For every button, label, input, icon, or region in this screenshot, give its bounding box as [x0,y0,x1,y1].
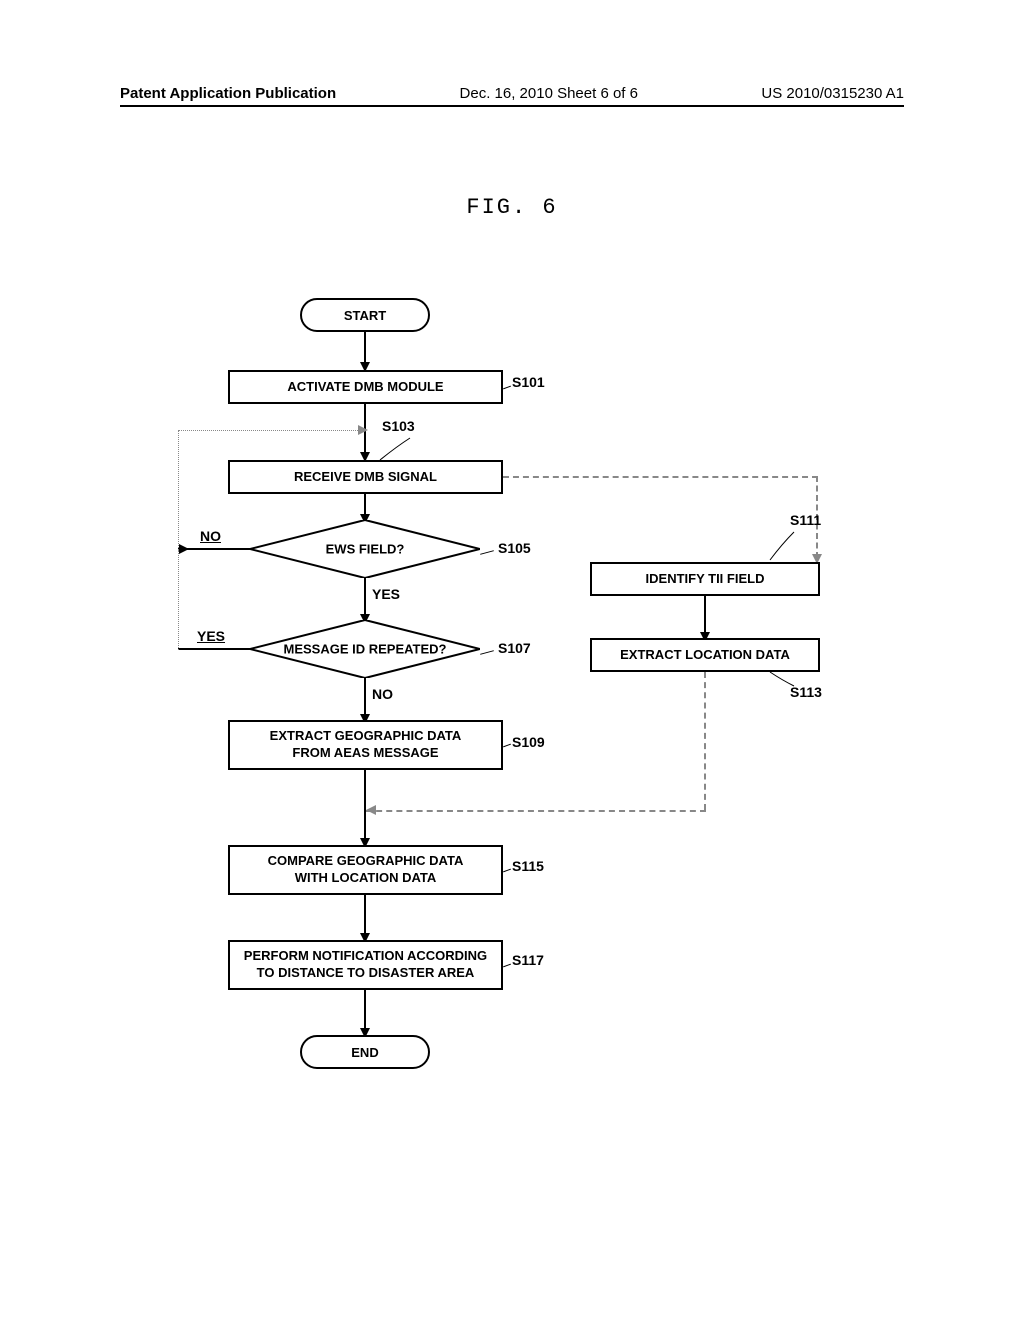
leader-line [480,650,494,655]
ref-s103: S103 [382,418,415,434]
edge [364,578,366,616]
edge [364,990,366,1030]
edge [364,494,366,516]
node-s107: MESSAGE ID REPEATED? [250,620,480,678]
node-s105-label: EWS FIELD? [326,542,405,557]
ref-s107: S107 [498,640,531,656]
node-s101-label: ACTIVATE DMB MODULE [287,379,443,396]
node-s115-label: COMPARE GEOGRAPHIC DATA WITH LOCATION DA… [268,853,464,887]
leader-line [503,964,511,968]
node-s115: COMPARE GEOGRAPHIC DATA WITH LOCATION DA… [228,845,503,895]
arrow-icon [366,805,376,815]
node-s107-label: MESSAGE ID REPEATED? [283,642,446,657]
edge [364,678,366,716]
node-s111: IDENTIFY TII FIELD [590,562,820,596]
figure-title: FIG. 6 [0,195,1024,220]
node-end: END [300,1035,430,1069]
leader-line [503,869,511,873]
node-s103-label: RECEIVE DMB SIGNAL [294,469,437,486]
edge-dashed [366,810,706,812]
edge [364,332,366,364]
header-right: US 2010/0315230 A1 [761,85,904,102]
arrow-icon [358,425,368,435]
node-s105: EWS FIELD? [250,520,480,578]
leader-curve [768,530,798,562]
edge-dashed [704,672,706,810]
arrow-icon [179,544,189,554]
edge [364,895,366,935]
node-s101: ACTIVATE DMB MODULE [228,370,503,404]
edge [178,648,250,650]
leader-line [503,386,511,390]
ref-s115: S115 [512,858,544,874]
edge-dotted [178,430,364,431]
header-center: Dec. 16, 2010 Sheet 6 of 6 [460,85,638,102]
flowchart-container: START ACTIVATE DMB MODULE S101 S103 RECE… [0,290,1024,1190]
leader-curve [378,435,418,463]
page-header: Patent Application Publication Dec. 16, … [0,85,1024,102]
label-yes: YES [372,586,400,602]
ref-s117: S117 [512,952,544,968]
node-s109-label: EXTRACT GEOGRAPHIC DATA FROM AEAS MESSAG… [270,728,462,762]
ref-s111: S111 [790,512,821,528]
ref-s101: S101 [512,374,545,390]
label-no: NO [200,528,221,544]
label-no: NO [372,686,393,702]
header-divider [120,105,904,107]
node-start: START [300,298,430,332]
leader-line [480,550,494,555]
node-s109: EXTRACT GEOGRAPHIC DATA FROM AEAS MESSAG… [228,720,503,770]
node-start-label: START [344,308,386,323]
node-s117-label: PERFORM NOTIFICATION ACCORDING TO DISTAN… [244,948,487,982]
node-s111-label: IDENTIFY TII FIELD [646,571,765,588]
node-end-label: END [351,1045,378,1060]
ref-s109: S109 [512,734,545,750]
edge-dashed [503,476,818,478]
edge-dotted [178,430,179,550]
leader-curve [768,670,798,690]
ref-s105: S105 [498,540,531,556]
header-left: Patent Application Publication [120,85,336,102]
edge-dotted [178,550,179,650]
node-s117: PERFORM NOTIFICATION ACCORDING TO DISTAN… [228,940,503,990]
node-s113-label: EXTRACT LOCATION DATA [620,647,790,664]
label-yes: YES [197,628,225,644]
leader-line [503,744,511,748]
node-s113: EXTRACT LOCATION DATA [590,638,820,672]
edge [704,596,706,634]
node-s103: RECEIVE DMB SIGNAL [228,460,503,494]
